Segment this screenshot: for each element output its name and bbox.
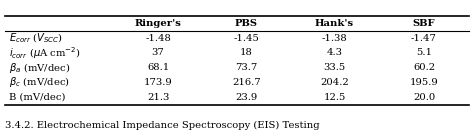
Text: 23.9: 23.9 bbox=[235, 93, 257, 102]
Text: 73.7: 73.7 bbox=[235, 63, 257, 72]
Text: 5.1: 5.1 bbox=[416, 48, 432, 57]
Text: 18: 18 bbox=[240, 48, 253, 57]
Text: Ringer's: Ringer's bbox=[135, 19, 182, 28]
Text: SBF: SBF bbox=[413, 19, 435, 28]
Text: B (mV/dec): B (mV/dec) bbox=[9, 93, 66, 102]
Text: -1.48: -1.48 bbox=[145, 34, 171, 43]
Text: -1.38: -1.38 bbox=[322, 34, 347, 43]
Text: 4.3: 4.3 bbox=[327, 48, 343, 57]
Text: 204.2: 204.2 bbox=[320, 78, 349, 87]
Text: $\beta_a$ (mV/dec): $\beta_a$ (mV/dec) bbox=[9, 61, 71, 75]
Text: 20.0: 20.0 bbox=[413, 93, 435, 102]
Text: 21.3: 21.3 bbox=[147, 93, 169, 102]
Text: 12.5: 12.5 bbox=[323, 93, 346, 102]
Text: -1.47: -1.47 bbox=[411, 34, 437, 43]
Text: 68.1: 68.1 bbox=[147, 63, 169, 72]
Text: 195.9: 195.9 bbox=[410, 78, 438, 87]
Text: -1.45: -1.45 bbox=[233, 34, 259, 43]
Text: 37: 37 bbox=[152, 48, 164, 57]
Text: $i_{corr}$ ($\mu$A cm$^{-2}$): $i_{corr}$ ($\mu$A cm$^{-2}$) bbox=[9, 45, 81, 61]
Text: 33.5: 33.5 bbox=[323, 63, 346, 72]
Text: $\beta_c$ (mV/dec): $\beta_c$ (mV/dec) bbox=[9, 75, 70, 89]
Text: 216.7: 216.7 bbox=[232, 78, 261, 87]
Text: PBS: PBS bbox=[235, 19, 258, 28]
Text: 60.2: 60.2 bbox=[413, 63, 435, 72]
Text: 3.4.2. Electrochemical Impedance Spectroscopy (EIS) Testing: 3.4.2. Electrochemical Impedance Spectro… bbox=[5, 121, 319, 130]
Text: Hank's: Hank's bbox=[315, 19, 354, 28]
Text: 173.9: 173.9 bbox=[144, 78, 173, 87]
Text: $E_{corr}$ ($V_{SCC}$): $E_{corr}$ ($V_{SCC}$) bbox=[9, 31, 64, 45]
